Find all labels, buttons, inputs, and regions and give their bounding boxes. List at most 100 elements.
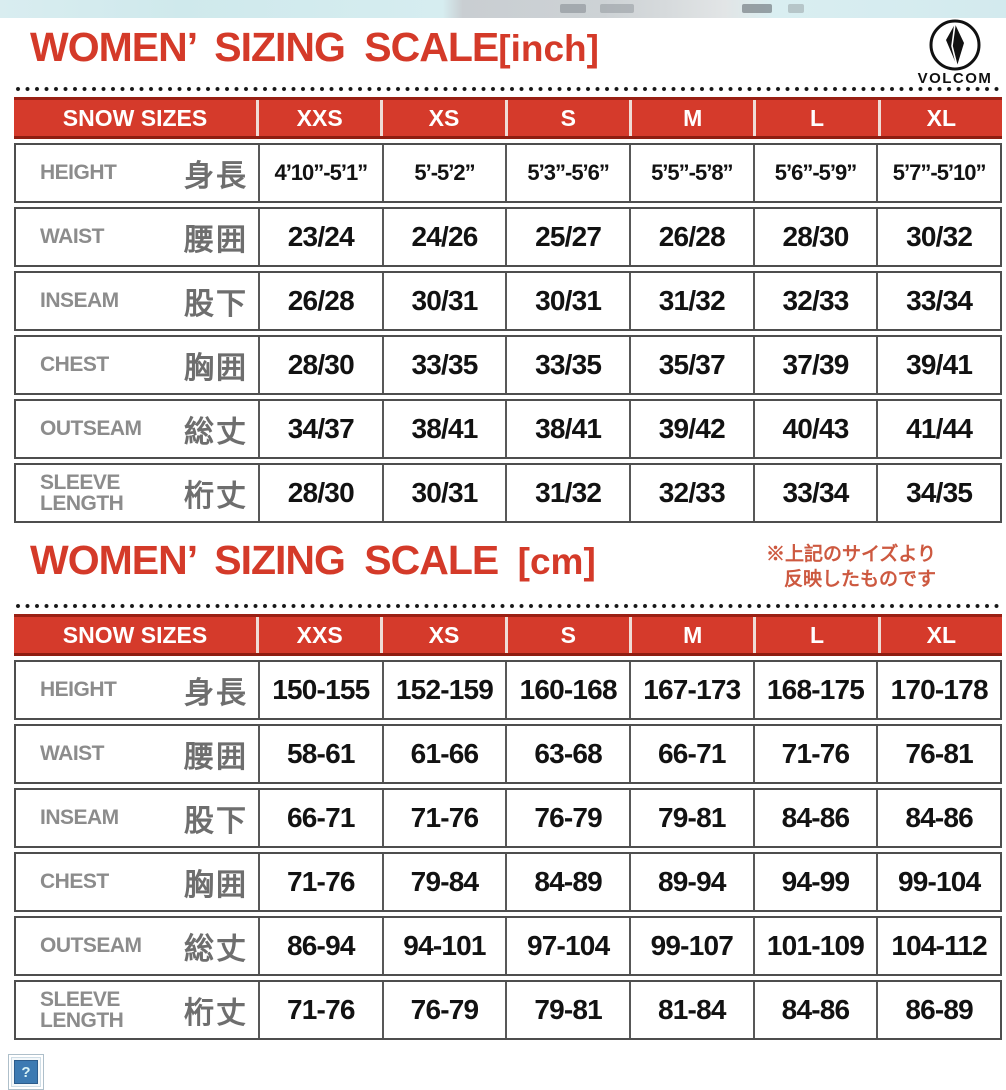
table-row-inseam: INSEAM 股下 66-71 71-76 76-79 79-81 84-86 84-86 (14, 788, 1002, 848)
noise-smudge (788, 4, 804, 13)
size-value: 38/41 (535, 413, 602, 444)
size-value-cell: 5’5”-5’8” (628, 145, 753, 201)
size-value-cell: 38/41 (505, 401, 629, 457)
row-label-en: OUTSEAM (40, 417, 142, 441)
size-value: 5’-5’2” (414, 160, 475, 185)
size-value-cell: 101-109 (752, 918, 877, 974)
size-value-cell: 66-71 (258, 790, 382, 846)
row-label-en: WAIST (40, 742, 105, 766)
table-row-inseam: INSEAM 股下 26/28 30/31 30/31 31/32 32/33 33/34 (14, 271, 1002, 331)
volcom-logo: VOLCOM (916, 18, 994, 87)
size-value: 71-76 (287, 994, 355, 1025)
size-value: 39/41 (906, 349, 973, 380)
table-row-waist: WAIST 腰囲 58-61 61-66 63-68 66-71 71-76 76-81 (14, 724, 1002, 784)
size-value-cell: 79-84 (381, 854, 506, 910)
header-size-xxs: XXS (256, 617, 380, 653)
size-value-cell: 71-76 (752, 726, 877, 782)
row-label-cell: WAIST 腰囲 (16, 726, 258, 782)
size-value-cell: 33/35 (381, 337, 506, 393)
size-value: 5’6”-5’9” (774, 160, 857, 185)
size-value: 34/35 (906, 477, 973, 508)
size-value-cell: 4’10”-5’1” (258, 145, 382, 201)
size-value-cell: 39/42 (628, 401, 753, 457)
size-value: 31/32 (658, 285, 726, 316)
size-value-cell: 71-76 (258, 854, 382, 910)
size-value-cell: 152-159 (381, 662, 506, 718)
size-value: 150-155 (272, 674, 370, 705)
table-row-chest: CHEST 胸囲 28/30 33/35 33/35 35/37 37/39 39/41 (14, 335, 1002, 395)
size-value: 66-71 (287, 802, 355, 833)
size-value: 86-89 (905, 994, 973, 1025)
size-value: 38/41 (411, 413, 478, 444)
size-value: 23/24 (287, 221, 355, 252)
noise-smudge (560, 4, 586, 13)
table-row-height: HEIGHT 身長 150-155 152-159 160-168 167-173 168-… (14, 660, 1002, 720)
size-value-cell: 40/43 (752, 401, 877, 457)
size-value: 26/28 (658, 221, 726, 252)
row-label-en: SLEEVE LENGTH (40, 987, 124, 1032)
row-label-en: HEIGHT (40, 161, 117, 185)
size-value-cell: 84-89 (505, 854, 629, 910)
size-value: 31/32 (535, 477, 602, 508)
size-value: 4’10”-5’1” (274, 160, 368, 185)
size-value: 28/30 (287, 349, 355, 380)
header-size-s: S (504, 100, 629, 136)
size-value: 79-84 (410, 866, 479, 897)
size-value-cell: 66-71 (628, 726, 753, 782)
size-value: 152-159 (395, 674, 494, 705)
header-size-xl: XL (877, 100, 1002, 136)
row-label-en: SLEEVE LENGTH (40, 470, 124, 515)
size-value-cell: 89-94 (628, 854, 753, 910)
table-header-row: SNOW SIZES XXS XS S M L XL (14, 614, 1002, 656)
row-label-ja: 胸囲 (184, 352, 248, 385)
row-label-cell: HEIGHT 身長 (16, 145, 258, 201)
row-label-cell: INSEAM 股下 (16, 273, 258, 329)
table-row-outseam: OUTSEAM 総丈 34/37 38/41 38/41 39/42 40/43 41/44 (14, 399, 1002, 459)
table-row-chest: CHEST 胸囲 71-76 79-84 84-89 89-94 94-99 99-104 (14, 852, 1002, 912)
header-snow-sizes: SNOW SIZES (62, 104, 208, 131)
size-value-cell: 86-94 (258, 918, 382, 974)
size-value: 28/30 (287, 477, 355, 508)
row-label-ja: 腰囲 (184, 224, 248, 257)
header-size-s: S (504, 617, 629, 653)
size-value: 5’3”-5’6” (527, 160, 609, 185)
size-value-cell: 32/33 (628, 465, 753, 521)
size-value: 94-101 (403, 930, 486, 961)
size-value: 79-81 (534, 994, 602, 1025)
size-note-line1: ※上記のサイズより (765, 544, 936, 565)
size-value-cell: 28/30 (258, 337, 382, 393)
row-label-cell: WAIST 腰囲 (16, 209, 258, 265)
size-value-cell: 94-101 (381, 918, 506, 974)
row-label-cell: CHEST 胸囲 (16, 854, 258, 910)
size-value: 5’7”-5’10” (892, 160, 987, 185)
size-value-cell: 26/28 (628, 209, 753, 265)
size-value: 86-94 (287, 930, 355, 961)
size-value-cell: 32/33 (752, 273, 877, 329)
size-value: 84-86 (781, 994, 850, 1025)
size-value-cell: 84-86 (876, 790, 1000, 846)
size-value: 81-84 (658, 994, 726, 1025)
row-label-en: OUTSEAM (40, 934, 142, 958)
noise-smudge (600, 4, 634, 13)
row-label-en: INSEAM (40, 806, 119, 830)
size-value-cell: 41/44 (876, 401, 1000, 457)
size-value-cell: 30/31 (381, 465, 506, 521)
cropped-image-strip (0, 0, 1006, 18)
size-value: 84-86 (781, 802, 850, 833)
row-label-ja: 股下 (184, 288, 248, 321)
size-value: 41/44 (906, 413, 973, 444)
size-value: 66-71 (658, 738, 726, 769)
row-label-cell: HEIGHT 身長 (16, 662, 258, 718)
header-size-l: L (753, 617, 877, 653)
section-header: WOMEN’ SIZING SCALE [cm] ※上記のサイズより 反映したも… (14, 527, 1002, 597)
volcom-stone-icon (929, 19, 981, 71)
size-value-cell: 35/37 (628, 337, 753, 393)
header-size-xl: XL (877, 617, 1002, 653)
size-value-cell: 63-68 (505, 726, 629, 782)
size-value: 33/35 (535, 349, 602, 380)
broken-image-icon: ? (8, 1054, 44, 1090)
header-size-xs: XS (380, 617, 504, 653)
size-value: 71-76 (410, 802, 479, 833)
size-value: 30/31 (411, 285, 478, 316)
size-value-cell: 24/26 (381, 209, 506, 265)
